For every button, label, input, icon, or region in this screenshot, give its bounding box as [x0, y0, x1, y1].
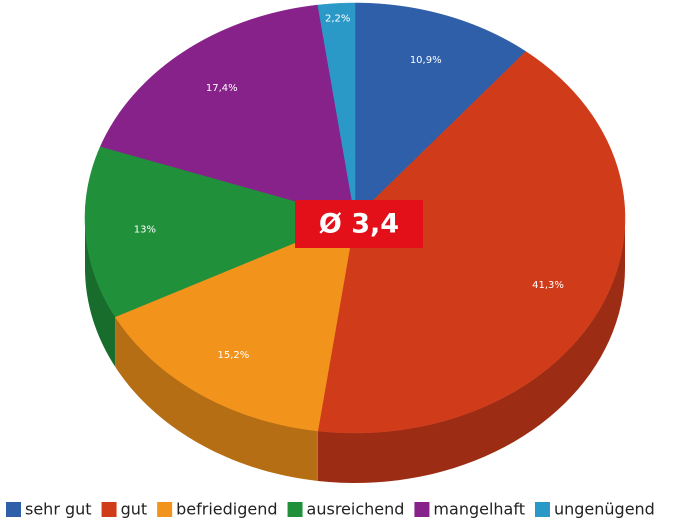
legend-label: sehr gut [25, 500, 92, 519]
legend-label: ausreichend [307, 500, 405, 519]
legend-label: ungenügend [554, 500, 655, 519]
legend-label: mangelhaft [433, 500, 525, 519]
slice-side [115, 316, 318, 481]
data-label: 41,3% [532, 280, 564, 291]
legend-label: gut [121, 500, 148, 519]
legend-swatch [101, 502, 117, 517]
data-label: 10,9% [410, 55, 442, 66]
slice [114, 217, 356, 432]
slice [317, 51, 626, 434]
slice-side [317, 218, 625, 483]
pie: 10,9% 41,3% 15,2% 13% 17,4% 2,2% [84, 2, 626, 483]
data-label: 2,2% [325, 14, 350, 25]
average-badge [295, 200, 423, 248]
average-label: Ø 3,4 [319, 209, 399, 240]
data-label: 17,4% [206, 83, 238, 94]
slice [100, 4, 356, 219]
data-label: 15,2% [217, 350, 249, 361]
slice [84, 146, 356, 318]
slice [317, 2, 356, 219]
legend: sehr gut gut befriedigend ausreichend mangel… [6, 500, 655, 519]
legend-swatch [157, 502, 173, 517]
legend-swatch [414, 502, 430, 517]
slice-side [85, 218, 116, 367]
legend-swatch [287, 502, 303, 517]
slice [354, 2, 527, 219]
legend-swatch [6, 502, 21, 517]
legend-label: befriedigend [176, 500, 277, 519]
data-label: 13% [134, 225, 156, 236]
legend-swatch [534, 502, 550, 517]
